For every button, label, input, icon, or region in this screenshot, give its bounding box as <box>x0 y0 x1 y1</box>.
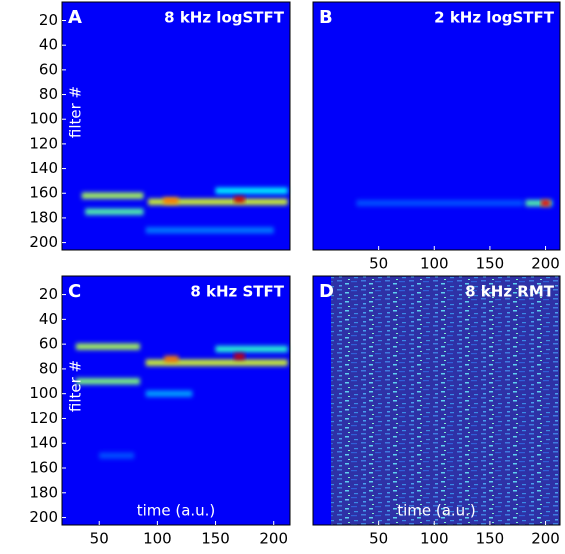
panel-letter: D <box>319 281 334 302</box>
y-tick-label: 100 <box>29 110 58 128</box>
y-tick-label: 60 <box>39 335 58 353</box>
x-tick-label: 50 <box>369 255 388 273</box>
x-tick-label: 150 <box>476 255 505 273</box>
y-tick-label: 180 <box>29 208 58 226</box>
x-axis-label: time (a.u.) <box>137 502 216 520</box>
y-tick-label: 120 <box>29 134 58 152</box>
band <box>85 208 144 215</box>
y-tick-label: 60 <box>39 60 58 78</box>
y-axis-label: filter # <box>67 360 85 412</box>
plot-frame <box>312 1 561 251</box>
band <box>234 196 245 203</box>
y-tick-label: 80 <box>39 359 58 377</box>
quiet-region <box>313 276 332 525</box>
plot-frame <box>61 1 291 251</box>
band <box>215 187 288 194</box>
x-tick-label: 200 <box>531 530 560 548</box>
x-tick-label: 150 <box>476 530 505 548</box>
plot-frame <box>312 275 561 526</box>
band <box>525 200 553 207</box>
y-tick-label: 100 <box>29 384 58 402</box>
band <box>541 200 550 207</box>
band <box>163 197 179 204</box>
band <box>75 378 140 385</box>
band <box>145 390 193 397</box>
panel-letter: B <box>319 7 333 28</box>
panel-title: 8 kHz logSTFT <box>164 9 285 27</box>
y-tick-label: 140 <box>29 159 58 177</box>
band <box>75 343 140 350</box>
band <box>164 356 179 362</box>
y-tick-label: 160 <box>29 459 58 477</box>
y-tick-label: 200 <box>29 508 58 526</box>
y-tick-label: 180 <box>29 483 58 501</box>
plot-frame <box>61 275 291 526</box>
y-tick-label: 20 <box>39 285 58 303</box>
y-tick-label: 140 <box>29 434 58 452</box>
y-tick-label: 80 <box>39 85 58 103</box>
band <box>234 353 245 360</box>
panel-title: 8 kHz RMT <box>465 283 555 301</box>
plot-area <box>62 276 290 525</box>
x-tick-label: 100 <box>420 530 449 548</box>
panel-title: 2 kHz logSTFT <box>434 9 555 27</box>
y-tick-label: 160 <box>29 184 58 202</box>
x-tick-label: 150 <box>201 530 230 548</box>
band <box>145 359 288 366</box>
y-tick-label: 40 <box>39 36 58 54</box>
y-tick-label: 20 <box>39 11 58 29</box>
x-axis-label: time (a.u.) <box>397 502 476 520</box>
band <box>145 227 274 234</box>
y-axis-label: filter # <box>67 86 85 138</box>
band <box>215 346 288 353</box>
panel-title: 8 kHz STFT <box>190 283 284 301</box>
plot-area <box>313 276 560 525</box>
panels: 20 40 60 80 100 120 140 160 180 200 A 8 kHz logSTFT… <box>29 1 561 548</box>
x-tick-label: 50 <box>369 530 388 548</box>
x-tick-label: 50 <box>90 530 109 548</box>
y-tick-label: 40 <box>39 310 58 328</box>
plot-area <box>62 2 290 250</box>
y-tick-label: 120 <box>29 409 58 427</box>
x-tick-label: 100 <box>420 255 449 273</box>
plot-area <box>313 2 560 250</box>
panel-letter: C <box>68 281 81 302</box>
band <box>99 452 135 459</box>
x-tick-label: 200 <box>259 530 288 548</box>
panel-letter: A <box>68 7 82 28</box>
x-tick-label: 100 <box>143 530 172 548</box>
band <box>148 198 288 205</box>
band <box>356 200 524 207</box>
x-tick-label: 200 <box>531 255 560 273</box>
band <box>81 192 144 199</box>
y-tick-label: 200 <box>29 233 58 251</box>
